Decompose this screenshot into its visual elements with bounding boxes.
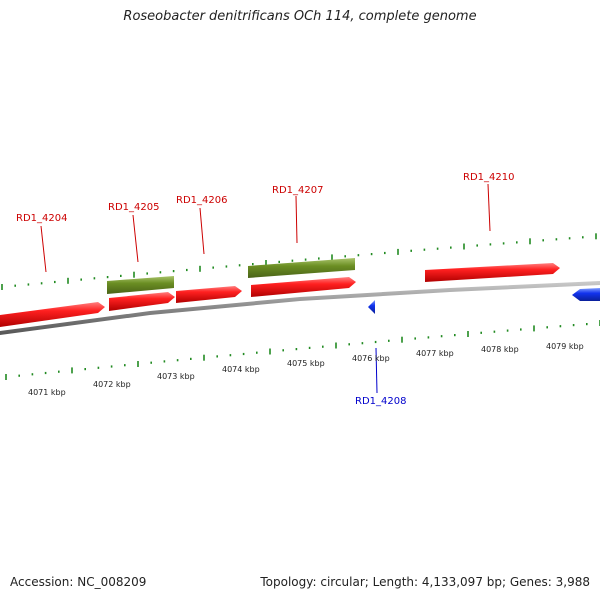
feature-block-2[interactable] [248,258,355,278]
gene-arrow-rd1-4204[interactable] [109,292,175,311]
genome-summary: Topology: circular; Length: 4,133,097 bp… [260,575,590,589]
gene-arrow-right-edge[interactable] [572,288,600,301]
scale-label: 4071 kbp [28,388,66,397]
gene-arrow-rd1-4205[interactable] [176,286,242,303]
gene-label-rd1-4204[interactable]: RD1_4204 [16,213,67,224]
gene-arrow-left-edge[interactable] [0,302,105,327]
gene-arrow-rd1-4206[interactable] [251,277,356,297]
scale-label: 4073 kbp [157,372,195,381]
scale-label: 4076 kbp [352,354,390,363]
map-title: Roseobacter denitrificans OCh 114, compl… [123,9,477,24]
gene-label-rd1-4205[interactable]: RD1_4205 [108,202,159,213]
feature-block-1[interactable] [107,276,174,294]
gene-arrow-rd1-4210[interactable] [425,263,560,282]
leader-rd1-4207 [295,195,298,244]
gene-arrow-rd1-4208[interactable] [368,300,375,314]
accession-label: Accession: NC_008209 [10,575,147,589]
leader-rd1-4204 [40,225,47,273]
scale-label: 4077 kbp [416,349,454,358]
leader-rd1-4206 [199,207,205,255]
scale-label: 4072 kbp [93,380,131,389]
leader-rd1-4205 [132,214,139,263]
genome-backbone [0,281,600,335]
gene-label-rd1-4207[interactable]: RD1_4207 [272,185,323,196]
gene-label-rd1-4208[interactable]: RD1_4208 [355,396,406,407]
scale-label: 4079 kbp [546,342,584,351]
leader-rd1-4208 [375,347,378,394]
leader-rd1-4210 [487,183,491,232]
scale-label: 4074 kbp [222,365,260,374]
scale-label: 4078 kbp [481,345,519,354]
gene-label-rd1-4206[interactable]: RD1_4206 [176,195,227,206]
gene-label-rd1-4210[interactable]: RD1_4210 [463,172,514,183]
scale-label: 4075 kbp [287,359,325,368]
